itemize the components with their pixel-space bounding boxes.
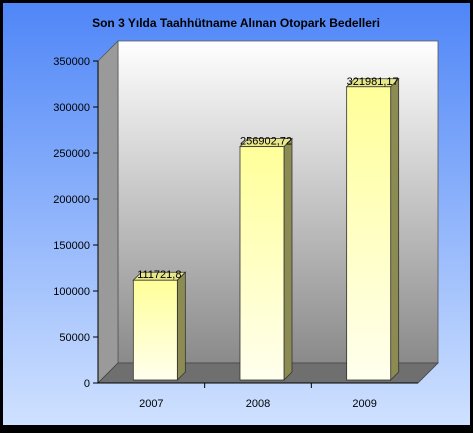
bar-side-2007 [176, 271, 186, 381]
bar-side-2009 [390, 77, 400, 381]
x-tick-label: 2008 [246, 398, 270, 410]
bar-2008 [239, 146, 285, 381]
bar-side-2008 [283, 137, 293, 381]
y-tick-label: 50000 [59, 332, 90, 344]
y-tick-label: 200000 [53, 194, 90, 206]
y-tick-label: 100000 [53, 286, 90, 298]
data-label-2008: 256902,72 [240, 136, 292, 148]
x-tick-label: 2009 [352, 398, 376, 410]
y-tick-label: 350000 [53, 56, 90, 68]
data-label-2009: 321981,17 [347, 76, 399, 88]
y-tick-label: 150000 [53, 240, 90, 252]
bar-2009 [346, 86, 392, 381]
side-wall [97, 40, 119, 384]
bar-2007 [132, 279, 178, 381]
plot-area: 0 50000 100000 150000 200000 250000 300000 3500… [53, 40, 439, 410]
chart-title: Son 3 Yılda Taahhütname Alınan Otopark B… [92, 16, 380, 30]
y-tick-label: 0 [84, 378, 90, 390]
x-tick-label: 2007 [139, 398, 163, 410]
data-label-2007: 111721,8 [137, 269, 181, 281]
y-tick-label: 300000 [53, 102, 90, 114]
y-tick-label: 250000 [53, 148, 90, 160]
